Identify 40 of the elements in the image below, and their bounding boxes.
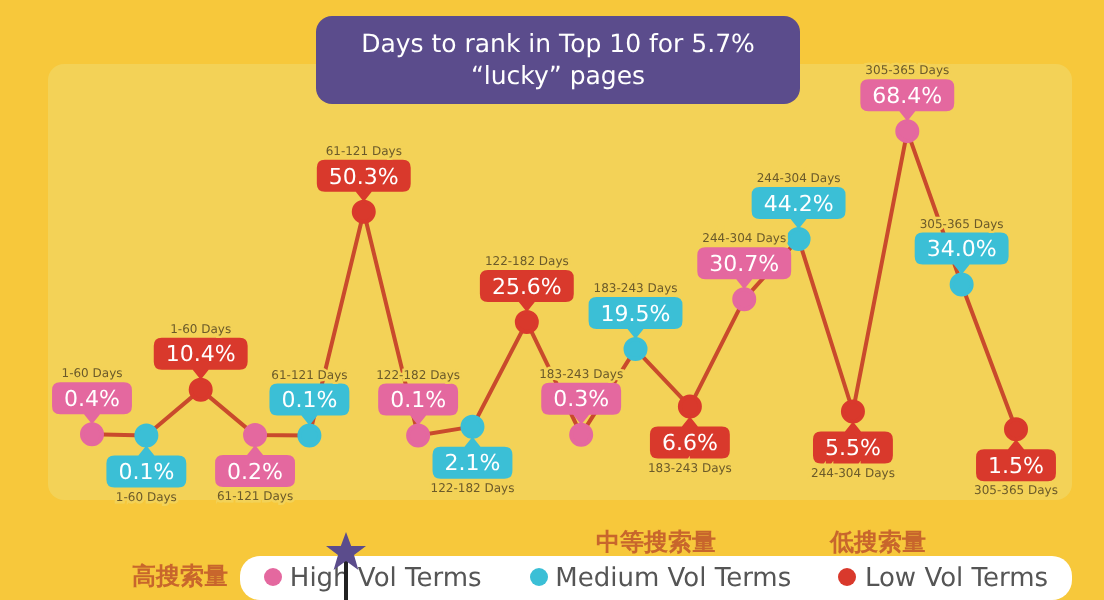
point <box>840 399 865 424</box>
data-label: 0.1% <box>118 459 175 486</box>
point <box>460 414 485 439</box>
point <box>895 119 920 144</box>
point <box>949 272 974 297</box>
point <box>514 309 539 334</box>
point <box>351 199 376 224</box>
point <box>80 422 104 447</box>
point <box>732 287 757 312</box>
data-label: 68.4% <box>872 82 943 109</box>
data-label: 50.3% <box>328 163 399 190</box>
point <box>623 337 648 362</box>
data-label: 5.5% <box>824 435 881 462</box>
data-label: 0.3% <box>553 386 610 413</box>
data-label: 30.7% <box>709 250 780 277</box>
point <box>569 422 594 447</box>
point <box>786 226 811 251</box>
data-label: 0.1% <box>390 387 447 414</box>
data-label: 1.5% <box>988 453 1044 480</box>
point <box>188 377 213 402</box>
data-label: 0.4% <box>64 385 120 412</box>
data-label: 6.6% <box>661 430 718 457</box>
data-label: 0.2% <box>227 458 284 485</box>
text: 中等搜索量 <box>596 526 716 560</box>
text: 低搜索量 <box>830 526 926 560</box>
data-label: 10.4% <box>165 341 236 368</box>
data-label: 19.5% <box>600 300 671 327</box>
data-label: 34.0% <box>926 236 997 263</box>
point <box>243 423 268 448</box>
point <box>134 423 159 448</box>
chart-title: Days to rank in Top 10 for 5.7% “lucky” pages <box>316 16 800 104</box>
point <box>677 394 702 419</box>
data-label: 0.1% <box>281 387 338 414</box>
data-label: 25.6% <box>491 273 562 300</box>
text: 高搜索量 <box>132 560 228 594</box>
data-label: 2.1% <box>444 450 501 477</box>
point <box>297 423 322 448</box>
point <box>406 423 431 448</box>
data-label: 44.2% <box>763 190 834 217</box>
point <box>1004 417 1028 442</box>
